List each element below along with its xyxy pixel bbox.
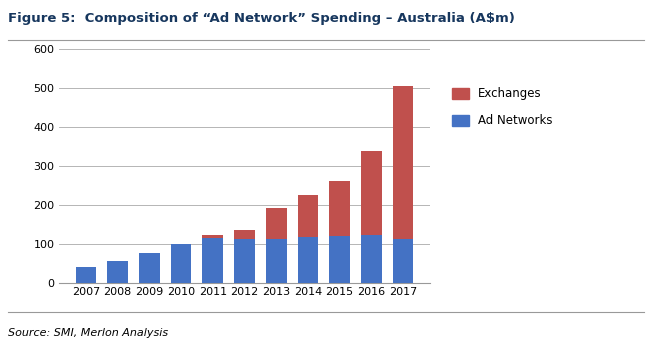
- Bar: [393, 239, 413, 283]
- Bar: [297, 237, 318, 283]
- Bar: [361, 151, 381, 235]
- Bar: [329, 236, 350, 283]
- Bar: [139, 253, 160, 283]
- Bar: [203, 238, 223, 283]
- Bar: [203, 235, 223, 238]
- Bar: [234, 230, 255, 239]
- Legend: Exchanges, Ad Networks: Exchanges, Ad Networks: [447, 83, 557, 132]
- Bar: [297, 195, 318, 237]
- Bar: [234, 239, 255, 283]
- Text: Figure 5:  Composition of “Ad Network” Spending – Australia (A$m): Figure 5: Composition of “Ad Network” Sp…: [8, 12, 514, 25]
- Bar: [266, 239, 286, 283]
- Bar: [76, 267, 96, 283]
- Text: Source: SMI, Merlon Analysis: Source: SMI, Merlon Analysis: [8, 328, 168, 338]
- Bar: [329, 181, 350, 236]
- Bar: [108, 261, 128, 283]
- Bar: [393, 86, 413, 239]
- Bar: [361, 235, 381, 283]
- Bar: [171, 244, 192, 283]
- Bar: [266, 208, 286, 239]
